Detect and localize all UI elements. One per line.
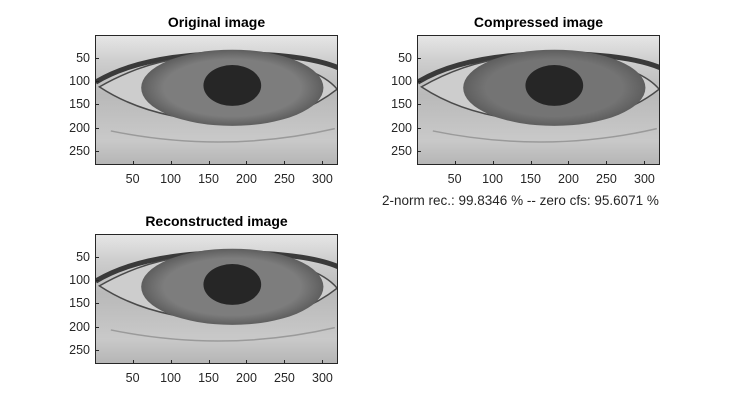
- x-tick-mark: [132, 161, 134, 164]
- x-tick-label: 100: [482, 172, 503, 186]
- y-tick-label: 200: [69, 319, 90, 334]
- x-tick-label: 100: [160, 172, 181, 186]
- y-tick-mark: [96, 127, 99, 129]
- x-tick-label: 300: [311, 371, 333, 385]
- subplot-title-original: Original image: [167, 14, 266, 30]
- y-tick-label: 50: [76, 249, 90, 264]
- x-tick-mark: [208, 360, 210, 363]
- x-tick-label: 50: [125, 172, 140, 186]
- y-tick-label: 150: [391, 97, 412, 112]
- y-tick-label: 150: [69, 296, 90, 311]
- x-tick-mark: [530, 161, 532, 164]
- image-axes-reconstructed: [95, 234, 338, 364]
- x-tick-mark: [208, 161, 210, 164]
- x-tick-label: 50: [125, 371, 140, 385]
- eye-image: [418, 36, 659, 164]
- x-tick-mark: [170, 360, 172, 363]
- y-tick-mark: [96, 303, 99, 305]
- y-tick-mark: [96, 280, 99, 282]
- y-tick-label: 50: [398, 50, 412, 65]
- y-tick-label: 250: [391, 143, 412, 158]
- y-tick-mark: [418, 81, 421, 83]
- x-tick-label: 50: [447, 172, 462, 186]
- x-tick-mark: [568, 161, 570, 164]
- y-tick-mark: [96, 104, 99, 106]
- x-tick-label: 300: [311, 172, 333, 186]
- x-tick-mark: [284, 161, 286, 164]
- x-tick-label: 250: [274, 172, 295, 186]
- y-tick-mark: [418, 104, 421, 106]
- y-tick-mark: [96, 326, 99, 328]
- subplot-title-reconstructed: Reconstructed image: [145, 213, 288, 229]
- y-tick-label: 50: [76, 50, 90, 65]
- y-tick-label: 100: [69, 74, 90, 89]
- x-tick-label: 150: [198, 371, 219, 385]
- x-tick-mark: [454, 161, 456, 164]
- y-tick-mark: [96, 57, 99, 59]
- x-tick-mark: [322, 360, 324, 363]
- y-tick-mark: [418, 57, 421, 59]
- image-axes-original: [95, 35, 338, 165]
- x-tick-label: 300: [633, 172, 655, 186]
- y-tick-label: 200: [69, 120, 90, 135]
- x-tick-label: 200: [558, 172, 579, 186]
- y-tick-mark: [96, 150, 99, 152]
- y-tick-label: 100: [391, 74, 412, 89]
- y-tick-label: 250: [69, 342, 90, 357]
- x-tick-mark: [606, 161, 608, 164]
- x-tick-label: 150: [198, 172, 219, 186]
- x-tick-label: 100: [160, 371, 181, 385]
- x-tick-mark: [246, 360, 248, 363]
- x-tick-label: 150: [520, 172, 541, 186]
- x-tick-mark: [322, 161, 324, 164]
- x-tick-label: 250: [596, 172, 617, 186]
- x-tick-mark: [644, 161, 646, 164]
- eye-image: [96, 36, 337, 164]
- subplot-title-compressed: Compressed image: [473, 14, 604, 30]
- y-tick-label: 200: [391, 120, 412, 135]
- compression-stats-caption: 2-norm rec.: 99.8346 % -- zero cfs: 95.6…: [382, 193, 659, 208]
- y-tick-label: 150: [69, 97, 90, 112]
- x-tick-mark: [170, 161, 172, 164]
- x-tick-mark: [132, 360, 134, 363]
- x-tick-mark: [284, 360, 286, 363]
- x-tick-mark: [246, 161, 248, 164]
- x-tick-label: 200: [236, 172, 257, 186]
- image-axes-compressed: [417, 35, 660, 165]
- eye-image: [96, 235, 337, 363]
- y-tick-label: 250: [69, 143, 90, 158]
- y-tick-label: 100: [69, 273, 90, 288]
- y-tick-mark: [418, 127, 421, 129]
- x-tick-label: 200: [236, 371, 257, 385]
- y-tick-mark: [96, 256, 99, 258]
- x-tick-mark: [492, 161, 494, 164]
- y-tick-mark: [96, 349, 99, 351]
- y-tick-mark: [418, 150, 421, 152]
- y-tick-mark: [96, 81, 99, 83]
- x-tick-label: 250: [274, 371, 295, 385]
